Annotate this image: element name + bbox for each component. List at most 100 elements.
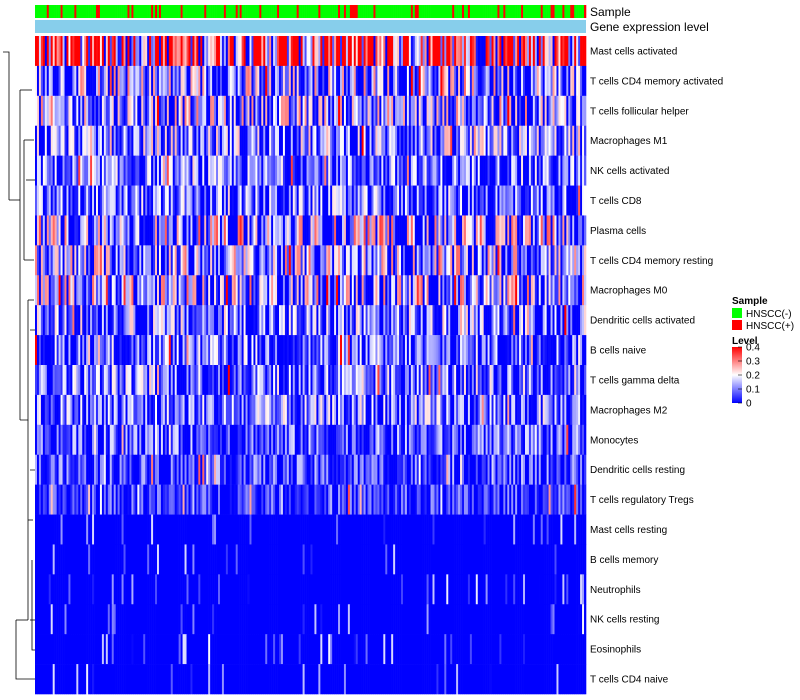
heatmap-cell [536,305,540,336]
heatmap-cell [544,95,547,127]
heatmap-cell [243,454,246,485]
heatmap-cell [584,95,587,127]
heatmap-cell [113,484,116,515]
heatmap-cell [70,125,73,156]
heatmap-cell [40,484,44,515]
heatmap-cell [426,65,429,97]
heatmap-cell [267,125,270,156]
heatmap-cell [501,484,504,515]
sample-cell [515,5,518,18]
heatmap-cell [99,95,103,127]
heatmap-cell [491,454,494,485]
heatmap-cell [556,36,559,67]
sample-cell [251,5,254,18]
heatmap-cell [265,514,268,545]
heatmap-cell [52,394,55,426]
heatmap-cell [290,454,294,485]
heatmap-cell [157,125,160,156]
heatmap-cell [373,365,376,396]
heatmap-cell [147,484,150,515]
heatmap-cell [375,335,378,366]
heatmap-cell [223,514,227,545]
heatmap-cell [302,305,305,336]
heatmap-cell [210,365,213,396]
heatmap-cell [137,215,140,246]
heatmap-cell [316,514,319,545]
heatmap-cell [50,305,54,336]
heatmap-cell [391,245,394,276]
heatmap-cell [536,454,540,485]
heatmap-cell [332,394,335,426]
heatmap-cell [416,484,420,515]
heatmap-cell [208,305,211,336]
heatmap-cell [434,394,437,426]
heatmap-cell [306,95,309,127]
heatmap-cell [164,275,168,306]
sample-cell [96,5,99,18]
heatmap-cell [467,484,471,515]
heatmap-cell [162,484,166,515]
sample-cell [92,5,95,18]
heatmap-cell [192,65,195,97]
heatmap-cell [347,125,351,156]
heatmap-cell [36,335,40,366]
heatmap-cell [72,245,75,276]
heatmap-cell [422,365,425,396]
heatmap-cell [391,215,394,246]
sample-cell [113,5,116,18]
heatmap-cell [469,484,473,515]
heatmap-cell [216,424,219,456]
sample-cell [361,5,364,18]
heatmap-cell [414,335,418,366]
heatmap-cell [414,454,418,485]
heatmap-cell [345,95,349,127]
heatmap-cell [379,125,382,156]
heatmap-cell [298,36,301,67]
heatmap-cell [86,155,89,186]
heatmap-cell [129,125,132,156]
heatmap-cell [269,275,272,306]
heatmap-cell [450,335,453,366]
heatmap-cell [353,245,357,276]
heatmap-cell [361,514,364,545]
heatmap-cell [155,215,158,246]
sample-cell [471,5,475,18]
heatmap-cell [245,95,248,127]
heatmap-cell [452,125,455,156]
heatmap-cell [107,95,111,127]
heatmap-cell [397,514,400,545]
heatmap-cell [548,155,551,186]
heatmap-cell [88,215,91,246]
heatmap-cell [255,185,258,216]
heatmap-cell [105,484,109,515]
heatmap-cell [149,65,152,97]
heatmap-cell [48,185,52,216]
heatmap-cell [509,454,512,485]
heatmap-cell [341,394,345,426]
heatmap-cell [393,245,396,276]
heatmap-cell [359,335,362,366]
heatmap-cell [383,484,386,515]
heatmap-cell [406,95,410,127]
heatmap-cell [103,125,107,156]
sample-cell [153,5,156,18]
sample-cell [139,5,142,18]
heatmap-cell [383,36,386,67]
heatmap-cell [267,305,270,336]
heatmap-cell [501,424,504,456]
heatmap-cell [580,484,583,515]
heatmap-cell [465,155,469,186]
heatmap-cell [117,484,120,515]
heatmap-cell [143,95,146,127]
heatmap-cell [450,185,453,216]
heatmap-cell [125,365,128,396]
heatmap-cell [255,65,258,97]
heatmap-cell [121,305,124,336]
heatmap-cell [515,185,518,216]
heatmap-cell [515,245,518,276]
heatmap-cell [94,65,97,97]
heatmap-cell [341,125,345,156]
heatmap-cell [62,125,65,156]
heatmap-cell [44,454,48,485]
heatmap-cell [359,245,362,276]
